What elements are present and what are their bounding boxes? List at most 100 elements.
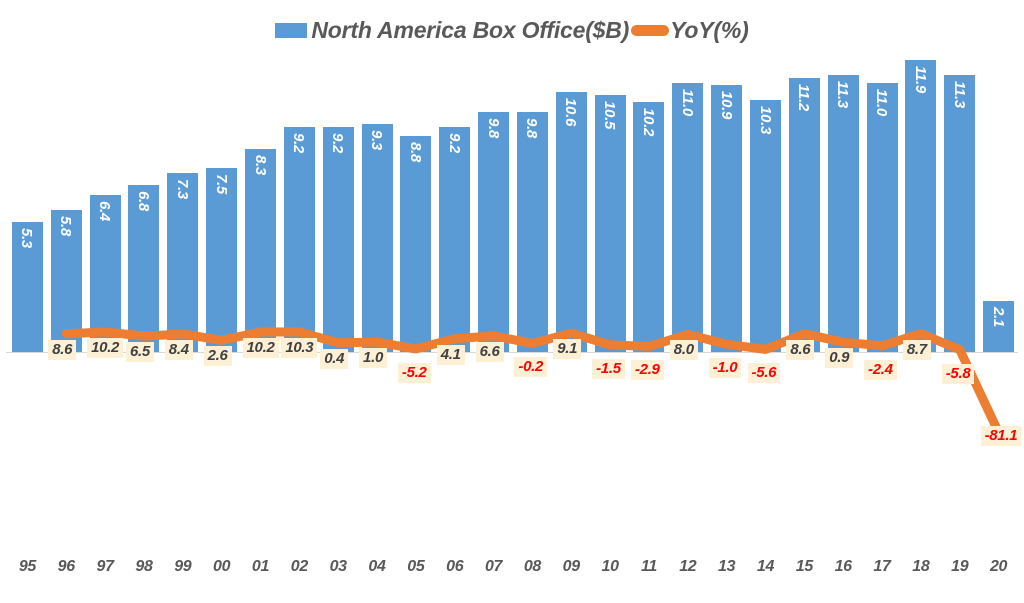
bar-value-label-18: 11.9 <box>911 66 929 94</box>
x-axis-tick-15: 15 <box>795 558 814 575</box>
x-axis-line <box>6 352 1018 353</box>
yoy-value-label-04: 1.0 <box>359 348 387 369</box>
yoy-value-label-02: 10.3 <box>281 337 318 358</box>
yoy-value-label-13: -1.0 <box>708 358 742 379</box>
x-axis-tick-07: 07 <box>484 558 503 575</box>
bar-17[interactable] <box>866 82 898 352</box>
bar-value-label-17: 11.0 <box>873 88 891 116</box>
bar-07[interactable] <box>478 111 510 352</box>
bar-03[interactable] <box>322 126 354 352</box>
x-axis-tick-16: 16 <box>834 558 853 575</box>
bar-value-label-20: 2.1 <box>989 306 1007 327</box>
bar-value-label-13: 10.9 <box>717 90 735 119</box>
bar-05[interactable] <box>400 136 432 352</box>
bar-value-label-04: 9.3 <box>368 130 386 151</box>
legend-label-box-office: North America Box Office($B) <box>311 16 630 43</box>
yoy-value-label-12: 8.0 <box>669 340 698 361</box>
yoy-value-label-98: 6.5 <box>125 342 154 363</box>
yoy-value-label-10: -1.5 <box>592 358 625 379</box>
yoy-value-label-01: 10.2 <box>242 337 279 358</box>
bar-value-label-03: 9.2 <box>329 132 347 153</box>
x-axis-tick-03: 03 <box>329 558 348 575</box>
bar-value-label-07: 9.8 <box>484 117 502 138</box>
yoy-value-label-96: 8.6 <box>48 339 77 360</box>
bar-value-label-16: 11.3 <box>834 81 852 109</box>
x-axis-tick-04: 04 <box>368 558 386 575</box>
chart-legend: North America Box Office($B) YoY(%) <box>0 14 1024 46</box>
bar-value-label-05: 8.8 <box>406 142 424 163</box>
bar-15[interactable] <box>788 77 820 352</box>
bar-value-label-11: 10.2 <box>639 108 657 137</box>
x-axis-tick-05: 05 <box>407 558 425 575</box>
x-axis-tick-98: 98 <box>135 558 153 575</box>
legend-item-box-office[interactable]: North America Box Office($B) <box>275 17 629 44</box>
x-axis-tick-11: 11 <box>640 558 657 575</box>
bar-value-label-95: 5.3 <box>18 228 36 249</box>
yoy-value-label-99: 8.4 <box>164 339 193 360</box>
yoy-value-label-00: 2.6 <box>203 346 232 367</box>
yoy-value-label-17: -2.4 <box>864 359 897 380</box>
bar-13[interactable] <box>711 84 743 352</box>
x-axis-tick-10: 10 <box>601 558 620 575</box>
x-axis-tick-20: 20 <box>989 558 1008 575</box>
bar-12[interactable] <box>672 82 704 352</box>
x-axis-tick-06: 06 <box>446 558 464 575</box>
x-axis-tick-97: 97 <box>96 558 115 575</box>
x-axis-tick-13: 13 <box>718 558 736 575</box>
yoy-value-label-11: -2.9 <box>630 360 664 381</box>
x-axis-tick-19: 19 <box>951 558 969 575</box>
bar-02[interactable] <box>283 126 315 352</box>
bar-06[interactable] <box>439 126 471 352</box>
bar-18[interactable] <box>905 60 937 352</box>
x-axis-tick-95: 95 <box>18 558 37 575</box>
bar-value-label-19: 11.3 <box>950 81 968 109</box>
bar-09[interactable] <box>555 92 587 352</box>
x-axis-tick-12: 12 <box>679 558 697 575</box>
bar-value-label-10: 10.5 <box>601 100 619 129</box>
bar-97[interactable] <box>89 195 121 352</box>
bar-value-label-96: 5.8 <box>57 215 75 236</box>
bar-95[interactable] <box>11 222 43 352</box>
yoy-value-label-05: -5.2 <box>397 362 431 383</box>
bar-value-label-97: 6.4 <box>96 201 114 222</box>
yoy-value-label-15: 8.6 <box>786 339 815 360</box>
bar-value-label-98: 6.8 <box>134 191 152 212</box>
bar-04[interactable] <box>361 124 393 352</box>
x-axis-tick-02: 02 <box>290 558 309 575</box>
bar-value-label-09: 10.6 <box>562 98 580 127</box>
legend-item-yoy[interactable]: YoY(%) <box>629 16 749 44</box>
yoy-value-label-20: -81.1 <box>980 426 1022 447</box>
bar-14[interactable] <box>750 99 781 352</box>
bar-16[interactable] <box>827 75 859 352</box>
bar-value-label-00: 7.5 <box>212 174 230 195</box>
bar-11[interactable] <box>633 102 665 352</box>
bar-19[interactable] <box>944 75 976 352</box>
legend-label-yoy: YoY(%) <box>670 16 749 43</box>
x-axis-tick-17: 17 <box>873 558 891 575</box>
x-axis-tick-00: 00 <box>213 558 231 575</box>
yoy-value-label-07: 6.6 <box>475 341 504 362</box>
x-axis-tick-99: 99 <box>174 558 192 575</box>
bar-value-label-06: 9.2 <box>445 132 463 153</box>
bar-value-label-12: 11.0 <box>678 88 696 116</box>
bar-99[interactable] <box>167 173 199 352</box>
bar-00[interactable] <box>206 168 238 352</box>
bar-98[interactable] <box>128 185 160 352</box>
yoy-value-label-09: 9.1 <box>553 339 582 360</box>
bar-01[interactable] <box>245 148 276 352</box>
bar-10[interactable] <box>594 94 626 352</box>
legend-line-swatch-icon <box>631 24 670 36</box>
bar-value-label-02: 9.2 <box>290 132 308 153</box>
x-axis-tick-96: 96 <box>57 558 76 575</box>
bar-08[interactable] <box>516 111 548 352</box>
bar-value-label-14: 10.3 <box>756 105 774 134</box>
x-axis-tick-14: 14 <box>756 558 775 575</box>
legend-bar-swatch-icon <box>275 22 308 38</box>
yoy-value-label-06: 4.1 <box>436 344 465 365</box>
bar-value-label-01: 8.3 <box>251 154 269 175</box>
bar-value-label-99: 7.3 <box>173 179 191 200</box>
yoy-value-label-16: 0.9 <box>825 348 854 369</box>
x-axis-tick-08: 08 <box>523 558 542 575</box>
